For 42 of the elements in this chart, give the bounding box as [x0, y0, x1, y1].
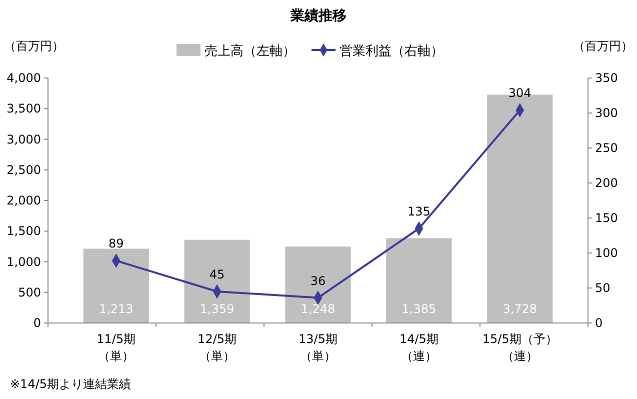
- y-tick-label: 4,000: [6, 71, 41, 85]
- y2-tick-label: 150: [595, 211, 618, 225]
- data-label: 1,248: [300, 302, 336, 316]
- bar: [285, 246, 351, 323]
- y-tick-label: 3,500: [6, 102, 41, 116]
- y2-tick-label: 50: [595, 281, 610, 295]
- bar: [386, 238, 452, 323]
- x-tick-label: 11/5期（単）: [96, 332, 136, 363]
- data-label: 45: [209, 268, 225, 282]
- x-tick-label: 12/5期（単）: [198, 332, 237, 363]
- chart-title: 業績推移: [290, 8, 346, 24]
- data-label: 1,213: [98, 302, 134, 316]
- legend-label: 営業利益（右軸）: [340, 44, 444, 59]
- x-tick-label: 13/5期（単）: [298, 332, 338, 363]
- y2-tick-label: 250: [595, 141, 618, 155]
- y2-tick-label: 200: [595, 176, 618, 190]
- y-tick-label: 3,000: [6, 132, 41, 146]
- y-tick-label: 2,000: [6, 194, 41, 208]
- y-axis-title: （百万円）: [4, 39, 64, 53]
- bar: [83, 248, 149, 323]
- y2-tick-label: 350: [595, 71, 618, 85]
- data-label: 89: [108, 236, 124, 251]
- data-label: 1,359: [200, 302, 234, 316]
- data-label: 36: [310, 274, 326, 288]
- data-label: 3,728: [502, 302, 538, 316]
- y2-tick-label: 300: [595, 106, 618, 120]
- y-tick-label: 1,500: [6, 224, 41, 238]
- y-tick-label: 500: [18, 285, 41, 300]
- y2-tick-label: 100: [595, 246, 618, 260]
- data-label: 135: [407, 204, 430, 218]
- x-tick-label: 15/5期（予）（連）: [482, 332, 558, 363]
- y-tick-label: 1,000: [6, 254, 41, 269]
- data-label: 304: [508, 86, 532, 100]
- y2-axis-title: （百万円）: [573, 39, 633, 53]
- text: ※14/5期より連結業績: [10, 377, 132, 391]
- bar: [184, 240, 250, 323]
- data-label: 1,385: [402, 302, 436, 316]
- y-tick-label: 0: [33, 316, 41, 330]
- y-tick-label: 2,500: [6, 162, 41, 177]
- y2-tick-label: 0: [595, 316, 603, 330]
- legend-label: 売上高（左軸）: [204, 43, 296, 59]
- x-tick-label: 14/5期（連）: [399, 332, 438, 363]
